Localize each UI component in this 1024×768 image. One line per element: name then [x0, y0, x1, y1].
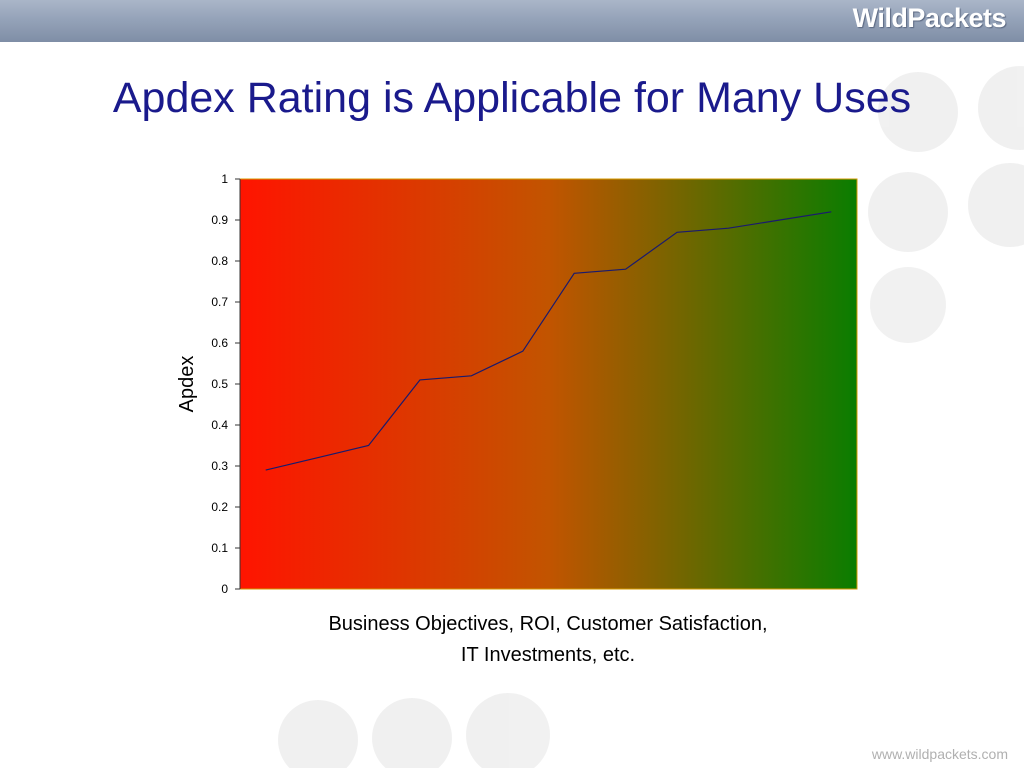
x-axis-label-line-1: Business Objectives, ROI, Customer Satis… [328, 613, 767, 635]
slide-title: Apdex Rating is Applicable for Many Uses [112, 74, 912, 122]
y-tick-label: 0.4 [211, 418, 228, 432]
x-axis-label-line-2: IT Investments, etc. [461, 644, 635, 666]
y-axis-ticks: 0 0.1 0.2 0.3 0.4 0.5 0.6 0.7 0.8 0.9 1 [211, 172, 240, 596]
wildpackets-logo: WildPackets [852, 3, 1007, 33]
plot-area [239, 178, 858, 590]
y-tick-label: 0 [221, 582, 228, 596]
y-tick-label: 0.2 [211, 500, 228, 514]
y-tick-label: 0.1 [211, 541, 228, 555]
header-bar: WildPackets [0, 0, 1024, 42]
y-tick-label: 0.7 [211, 295, 228, 309]
y-tick-label: 0.9 [211, 213, 228, 227]
y-axis-label: Apdex [176, 356, 198, 413]
y-tick-label: 0.5 [211, 377, 228, 391]
y-tick-label: 1 [221, 172, 228, 186]
series-layer [265, 211, 832, 471]
y-tick-label: 0.3 [211, 459, 228, 473]
y-tick-label: 0.8 [211, 254, 228, 268]
y-tick-label: 0.6 [211, 336, 228, 350]
footer-url[interactable]: www.wildpackets.com [871, 746, 1008, 762]
series-line-0 [265, 211, 832, 471]
